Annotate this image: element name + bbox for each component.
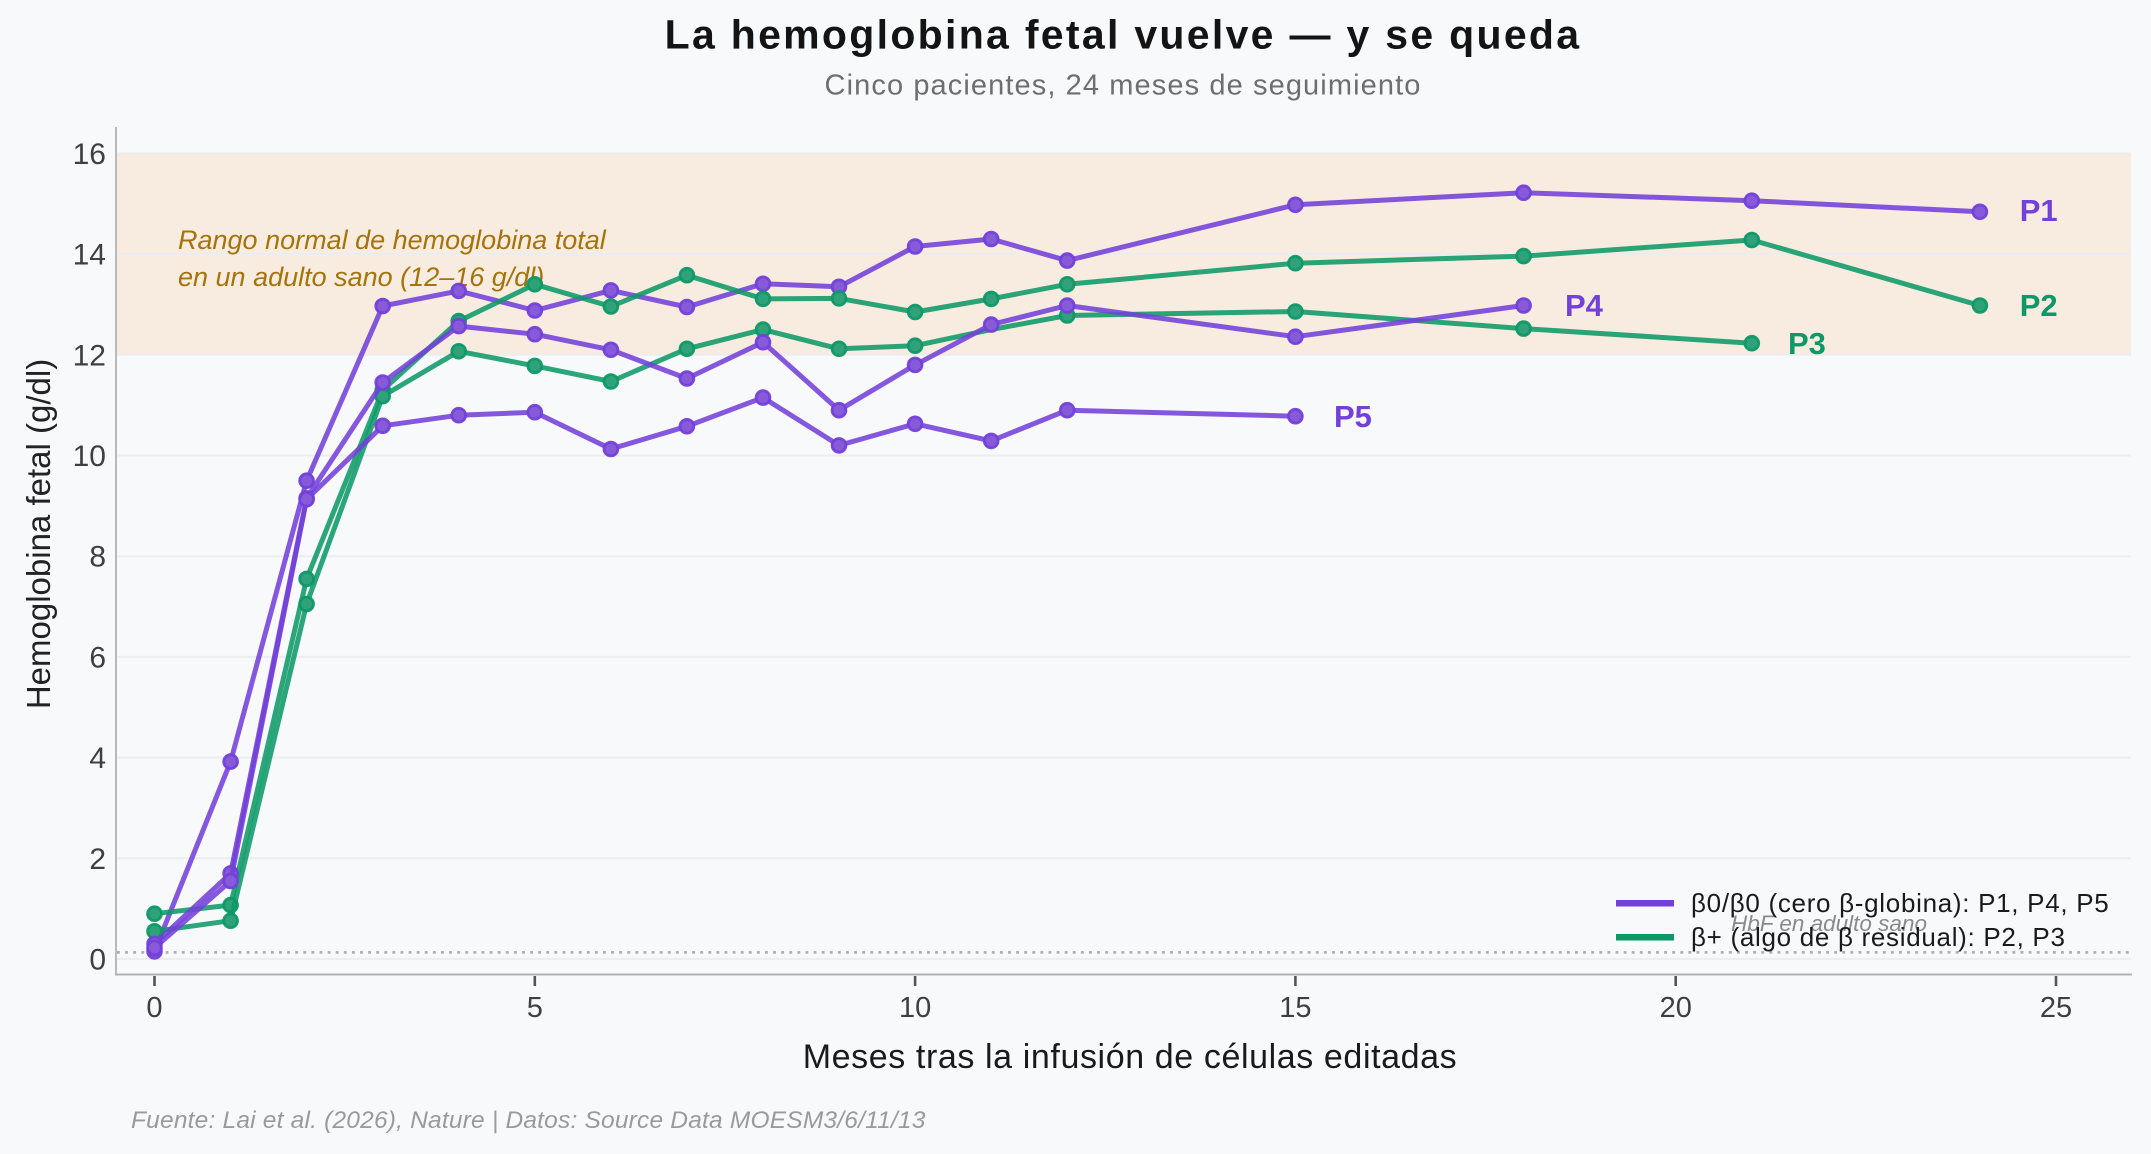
- svg-text:P4: P4: [1565, 288, 1604, 323]
- svg-text:25: 25: [2040, 992, 2072, 1024]
- svg-text:Hemoglobina fetal (g/dl): Hemoglobina fetal (g/dl): [20, 359, 57, 709]
- svg-text:10: 10: [73, 440, 106, 473]
- svg-text:P2: P2: [2020, 288, 2058, 323]
- svg-text:4: 4: [89, 742, 106, 775]
- svg-text:HbF en adulto sano: HbF en adulto sano: [1731, 911, 1927, 936]
- svg-text:12: 12: [73, 339, 106, 372]
- svg-text:P5: P5: [1334, 399, 1372, 434]
- svg-text:0: 0: [89, 944, 106, 977]
- svg-text:15: 15: [1279, 992, 1311, 1024]
- svg-text:Meses tras la infusión de célu: Meses tras la infusión de células editad…: [803, 1038, 1458, 1076]
- svg-text:10: 10: [899, 992, 931, 1024]
- svg-text:β0/β0 (cero β-globina): P1, P4: β0/β0 (cero β-globina): P1, P4, P5: [1691, 888, 2109, 918]
- svg-text:2: 2: [89, 843, 106, 876]
- svg-text:5: 5: [527, 992, 543, 1024]
- svg-text:Rango normal de hemoglobina to: Rango normal de hemoglobina total: [178, 225, 607, 255]
- svg-text:P3: P3: [1788, 326, 1826, 361]
- svg-text:20: 20: [1660, 992, 1692, 1024]
- svg-text:Cinco pacientes, 24 meses de s: Cinco pacientes, 24 meses de seguimiento: [825, 70, 1422, 102]
- svg-text:P1: P1: [2020, 193, 2058, 228]
- svg-text:La hemoglobina fetal vuelve —: La hemoglobina fetal vuelve — y se queda: [665, 12, 1582, 58]
- svg-text:en un adulto sano (12–16 g/dl): en un adulto sano (12–16 g/dl): [178, 262, 544, 292]
- svg-text:β+ (algo de β residual): P2, P: β+ (algo de β residual): P2, P3: [1691, 922, 2066, 952]
- svg-text:16: 16: [73, 138, 106, 171]
- svg-text:Fuente: Lai et al. (2026), Nat: Fuente: Lai et al. (2026), Nature | Dato…: [131, 1107, 926, 1134]
- svg-text:14: 14: [73, 239, 106, 272]
- svg-text:8: 8: [89, 541, 106, 574]
- svg-text:6: 6: [89, 641, 106, 674]
- svg-text:0: 0: [146, 992, 162, 1024]
